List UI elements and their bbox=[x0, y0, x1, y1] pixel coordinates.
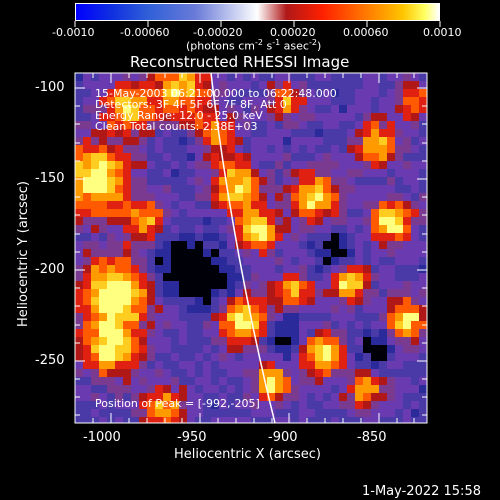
y-tick-label: -200 bbox=[35, 262, 65, 277]
solar-limb bbox=[210, 73, 276, 423]
y-axis-label: Heliocentric Y (arcsec) bbox=[16, 181, 31, 327]
rhessi-image bbox=[75, 73, 427, 423]
y-tick-label: -250 bbox=[35, 353, 65, 368]
colorbar-tick-label: 0.00020 bbox=[270, 26, 316, 39]
colorbar-tick-label: 0.0010 bbox=[423, 26, 462, 39]
info-detectors: Detectors: 3F 4F 5F 6F 7F 8F, Att 0 bbox=[95, 98, 287, 111]
colorbar-tick-label: 0.00060 bbox=[343, 26, 389, 39]
x-tick-label: -900 bbox=[268, 430, 298, 445]
y-tick-label: -100 bbox=[35, 80, 65, 95]
colorbar-ticks bbox=[74, 21, 441, 27]
colorbar-tick-label: -0.00060 bbox=[120, 26, 170, 39]
colorbar-units: (photons cm-2 s-1 asec-2) bbox=[186, 38, 322, 53]
timestamp: 1-May-2022 15:58 bbox=[362, 484, 481, 499]
info-energy-range: Energy Range: 12.0 - 25.0 keV bbox=[95, 109, 263, 122]
info-time-range: 15-May-2003 06:21:00.000 to 06:22:48.000 bbox=[95, 87, 337, 100]
x-tick-label: -1000 bbox=[83, 430, 121, 445]
y-tick-label: -150 bbox=[35, 171, 65, 186]
x-tick-label: -950 bbox=[177, 430, 207, 445]
colorbar-tick-label: -0.00020 bbox=[193, 26, 243, 39]
colorbar bbox=[75, 3, 440, 21]
peak-position-label: Position of Peak = [-992,-205] bbox=[95, 397, 260, 410]
x-axis-label: Heliocentric X (arcsec) bbox=[174, 447, 321, 462]
colorbar-tick-label: -0.0010 bbox=[52, 26, 95, 39]
info-counts: Clean Total counts: 2.38E+03 bbox=[95, 120, 258, 133]
x-tick-label: -850 bbox=[357, 430, 387, 445]
plot-title: Reconstructed RHESSI Image bbox=[130, 53, 350, 71]
